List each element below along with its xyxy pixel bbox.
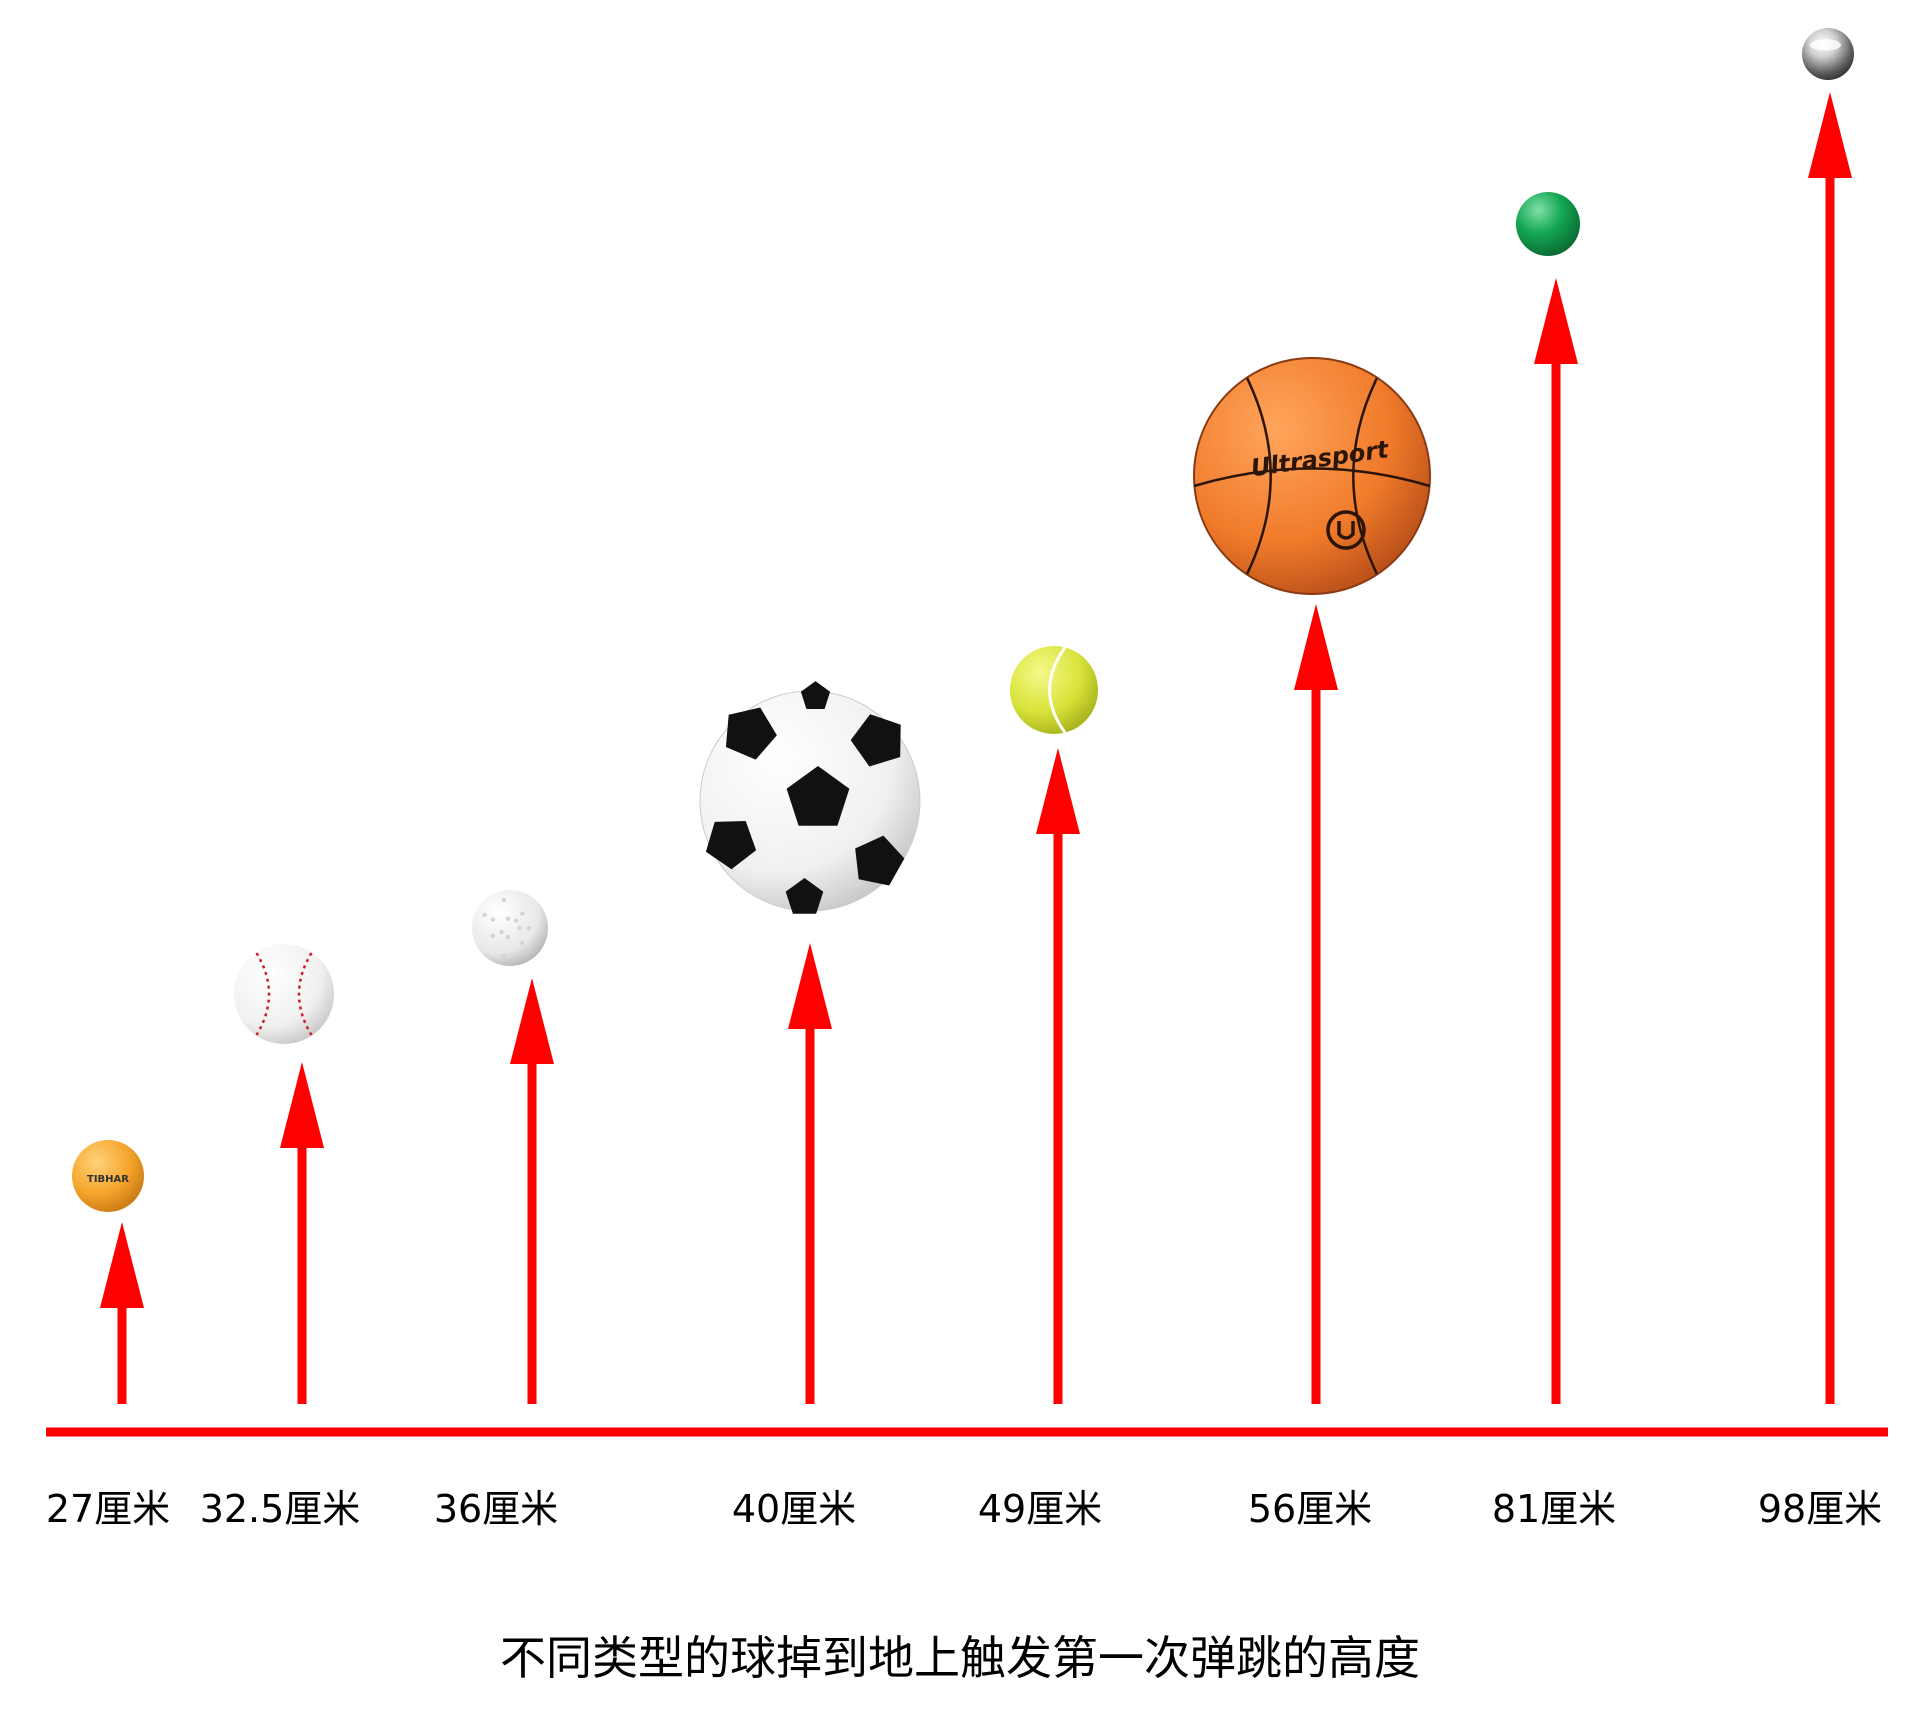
arrow-head: [1534, 278, 1578, 364]
arrow-head: [100, 1222, 144, 1308]
tick-label: 32.5厘米: [199, 1487, 361, 1531]
ping-pong-ball-icon: TIBHAR: [72, 1140, 144, 1212]
steel-ball-icon: [1802, 28, 1854, 80]
bar-soccer-ball: [699, 681, 921, 1404]
golf-ball-icon: [472, 890, 548, 966]
chart-title: 不同类型的球掉到地上触发第一次弹跳的高度: [500, 1631, 1420, 1685]
arrow-head: [1294, 604, 1338, 690]
bar-baseball: [234, 944, 334, 1404]
bar-basketball: Ultrasport: [1193, 357, 1431, 1404]
soccer-ball-icon: [699, 681, 921, 914]
tick-label: 27厘米: [45, 1487, 171, 1531]
tick-label: 81厘米: [1491, 1487, 1617, 1531]
bar-steel-ball: [1802, 28, 1854, 1404]
tick-label: 49厘米: [977, 1487, 1103, 1531]
basketball-icon: Ultrasport: [1193, 357, 1431, 595]
tennis-ball-icon: [1010, 646, 1098, 734]
tick-label: 36厘米: [433, 1487, 559, 1531]
arrow-head: [280, 1062, 324, 1148]
bar-green-rubber-ball: [1516, 192, 1580, 1404]
tick-label: 56厘米: [1247, 1487, 1373, 1531]
bar-ping-pong-ball: TIBHAR: [72, 1140, 144, 1404]
green-rubber-ball-icon: [1516, 192, 1580, 256]
tick-label: 40厘米: [731, 1487, 857, 1531]
tick-label: 98厘米: [1757, 1487, 1883, 1531]
bar-tennis-ball: [1010, 646, 1098, 1404]
bar-golf-ball: [472, 890, 554, 1404]
marks-group: TIBHAR Ultrasport: [72, 28, 1854, 1404]
arrow-head: [510, 978, 554, 1064]
baseball-icon: [234, 944, 334, 1044]
arrow-head: [1036, 748, 1080, 834]
svg-text:TIBHAR: TIBHAR: [87, 1174, 129, 1185]
arrow-head: [788, 943, 832, 1029]
arrow-head: [1808, 92, 1852, 178]
